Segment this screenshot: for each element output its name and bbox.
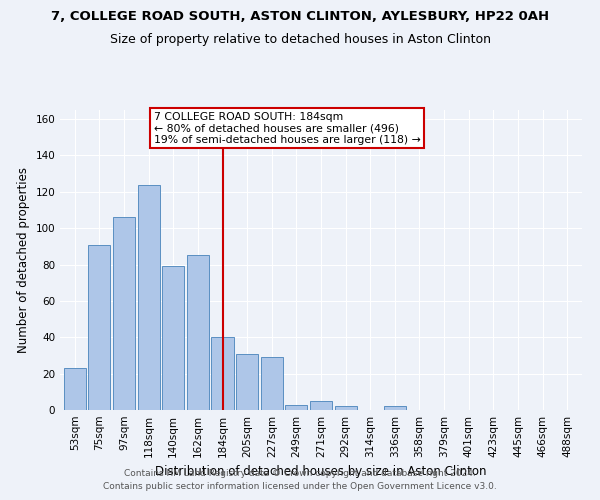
Bar [260,358,283,410]
Bar [335,406,357,410]
Bar [310,401,332,410]
Bar [162,266,184,410]
Y-axis label: Number of detached properties: Number of detached properties [17,167,30,353]
Bar [113,218,135,410]
Text: Size of property relative to detached houses in Aston Clinton: Size of property relative to detached ho… [110,32,491,46]
Bar [187,256,209,410]
Text: 7, COLLEGE ROAD SOUTH, ASTON CLINTON, AYLESBURY, HP22 0AH: 7, COLLEGE ROAD SOUTH, ASTON CLINTON, AY… [51,10,549,23]
Bar [88,244,110,410]
Bar [64,368,86,410]
Bar [285,404,307,410]
Bar [137,184,160,410]
Bar [211,338,233,410]
X-axis label: Distribution of detached houses by size in Aston Clinton: Distribution of detached houses by size … [155,466,487,478]
Text: 7 COLLEGE ROAD SOUTH: 184sqm
← 80% of detached houses are smaller (496)
19% of s: 7 COLLEGE ROAD SOUTH: 184sqm ← 80% of de… [154,112,421,144]
Text: Contains public sector information licensed under the Open Government Licence v3: Contains public sector information licen… [103,482,497,491]
Bar [236,354,258,410]
Text: Contains HM Land Registry data © Crown copyright and database right 2024.: Contains HM Land Registry data © Crown c… [124,468,476,477]
Bar [384,406,406,410]
